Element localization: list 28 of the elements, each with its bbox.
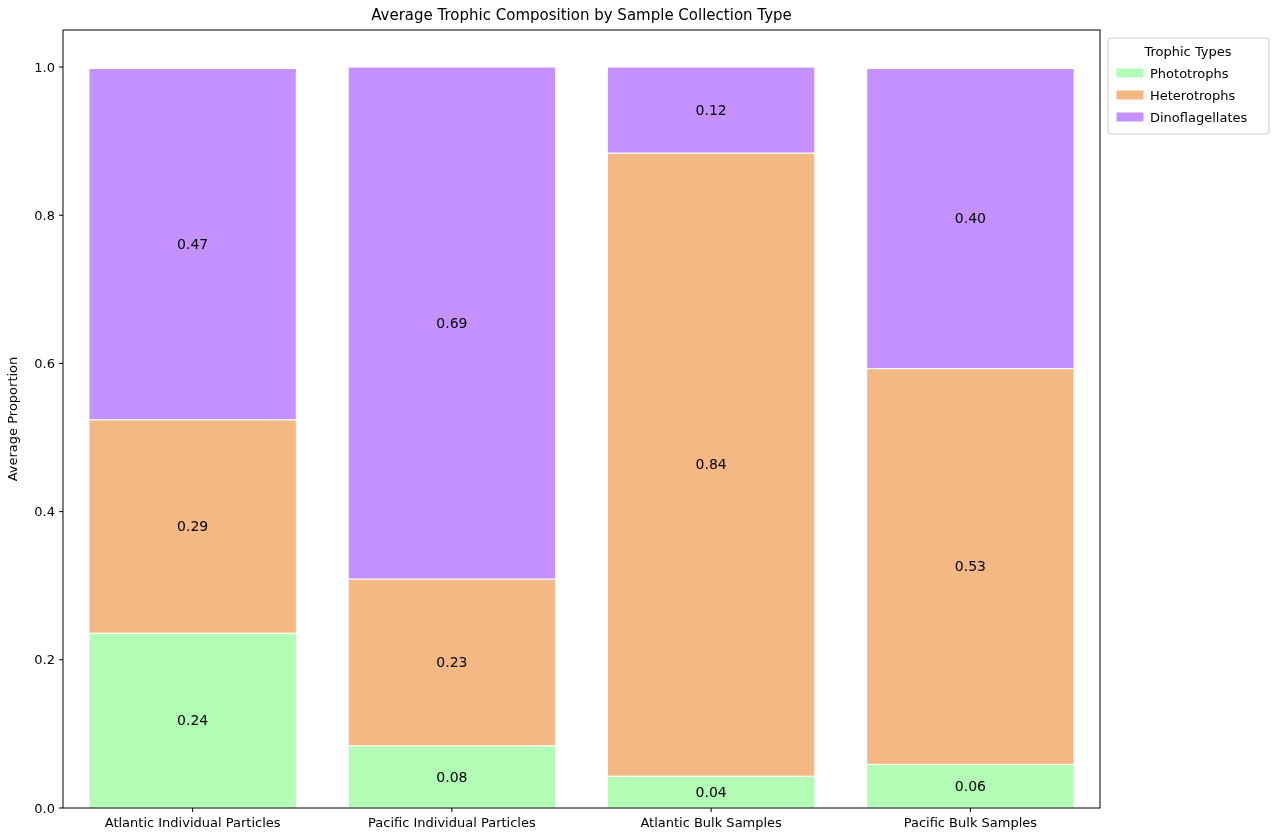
x-tick-label: Pacific Bulk Samples xyxy=(903,815,1038,830)
data-label: 0.12 xyxy=(695,101,727,118)
data-label: 0.53 xyxy=(954,558,986,575)
legend-title: Trophic Types xyxy=(1143,44,1232,59)
data-label: 0.08 xyxy=(436,768,468,785)
y-tick-label: 1.0 xyxy=(34,59,55,75)
y-tick-label: 0.0 xyxy=(34,800,55,816)
chart-title: Average Trophic Composition by Sample Collection Type xyxy=(371,6,792,24)
data-label: 0.40 xyxy=(954,210,986,227)
y-tick-label: 0.2 xyxy=(34,652,55,668)
legend-label: Dinoflagellates xyxy=(1150,109,1248,125)
x-tick-label: Atlantic Individual Particles xyxy=(104,815,281,830)
data-label: 0.47 xyxy=(177,236,209,253)
y-axis-title: Average Proportion xyxy=(5,356,20,482)
y-tick-label: 0.6 xyxy=(34,355,55,371)
data-label: 0.23 xyxy=(436,654,468,671)
legend-label: Phototrophs xyxy=(1150,65,1229,81)
data-label: 0.84 xyxy=(695,456,727,473)
data-label: 0.29 xyxy=(177,518,209,535)
y-tick-label: 0.4 xyxy=(34,504,55,520)
y-tick-label: 0.8 xyxy=(34,207,55,223)
x-tick-label: Atlantic Bulk Samples xyxy=(640,815,783,830)
data-label: 0.04 xyxy=(695,783,727,800)
data-label: 0.69 xyxy=(436,314,468,331)
data-label: 0.06 xyxy=(954,778,987,795)
x-tick-label: Pacific Individual Particles xyxy=(368,815,536,830)
data-label: 0.24 xyxy=(177,712,209,729)
legend-label: Heterotrophs xyxy=(1150,87,1236,103)
